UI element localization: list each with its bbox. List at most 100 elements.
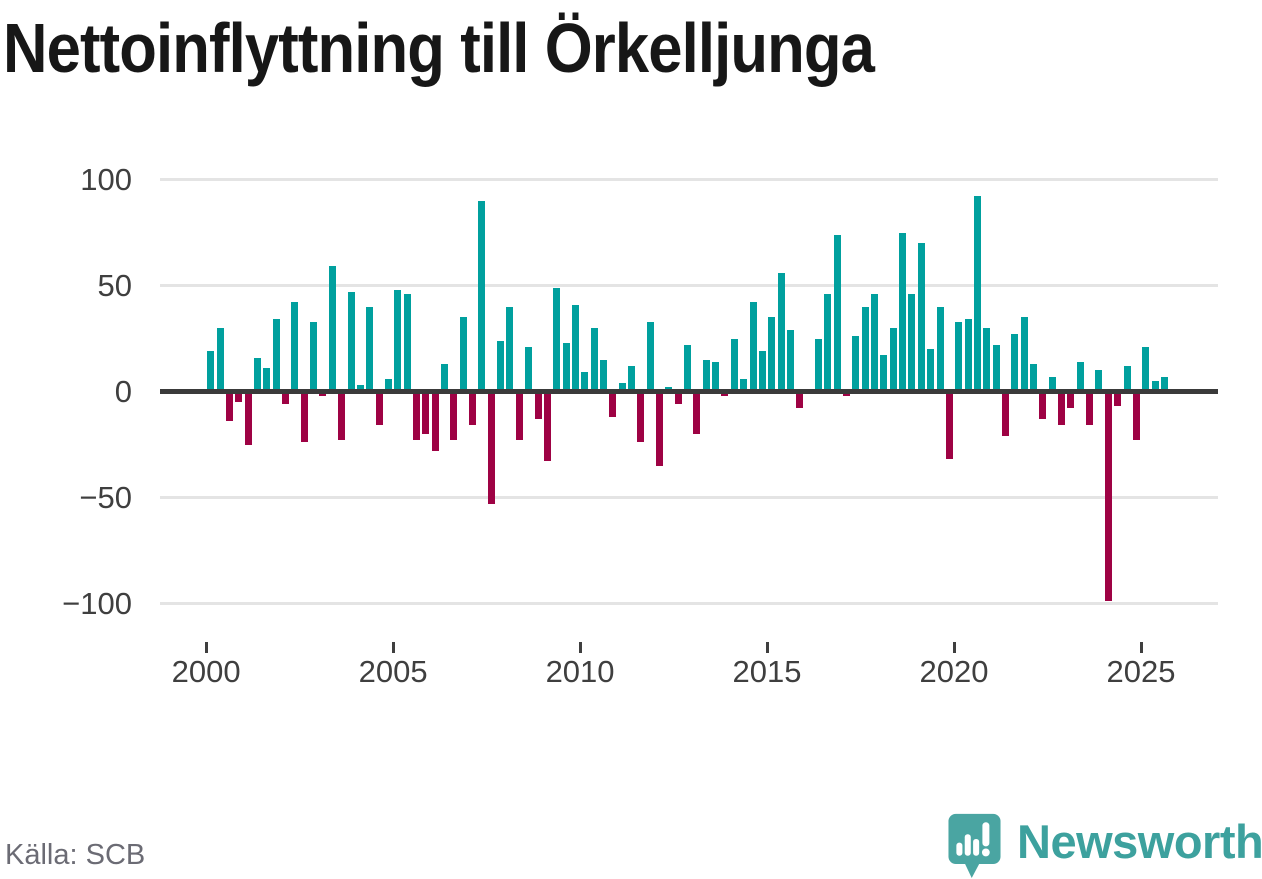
bar-2006-Q2 — [441, 363, 449, 392]
bar-2023-Q4 — [1095, 370, 1103, 392]
bar-2005-Q4 — [422, 391, 430, 434]
bar-2019-Q4 — [945, 391, 953, 460]
bar-2006-Q3 — [450, 391, 458, 441]
bar-2009-Q3 — [562, 342, 570, 392]
bar-2017-Q4 — [871, 293, 879, 392]
bar-2002-Q1 — [282, 391, 290, 405]
bar-2013-Q2 — [702, 359, 710, 392]
bar-2016-Q2 — [814, 338, 822, 392]
bar-2020-Q1 — [955, 321, 963, 392]
y-tick-label--100: −100 — [62, 585, 132, 621]
bar-2010-Q2 — [590, 327, 598, 392]
gridline-y-50 — [160, 284, 1218, 287]
bar-2025-Q3 — [1160, 376, 1168, 392]
bar-2022-Q1 — [1030, 363, 1037, 392]
bar-2002-Q2 — [291, 302, 299, 392]
bar-2012-Q1 — [656, 391, 664, 466]
y-tick-label-50: 50 — [97, 267, 132, 303]
bar-2022-Q3 — [1048, 376, 1056, 392]
bar-2018-Q1 — [880, 355, 888, 392]
bar-2007-Q4 — [497, 340, 505, 392]
bar-2023-Q3 — [1086, 391, 1094, 426]
bar-2010-Q4 — [609, 391, 617, 417]
bar-2015-Q1 — [768, 317, 776, 392]
y-tick-label-0: 0 — [114, 373, 132, 409]
x-tick-label-2020: 2020 — [919, 654, 989, 689]
bar-2017-Q3 — [861, 306, 869, 392]
bar-2008-Q4 — [534, 391, 542, 420]
x-tick-2025 — [1139, 642, 1143, 653]
bar-2022-Q2 — [1039, 391, 1047, 420]
bar-2015-Q4 — [796, 391, 804, 409]
bar-2019-Q1 — [917, 243, 925, 392]
bar-2022-Q4 — [1058, 391, 1066, 426]
bar-2013-Q1 — [693, 391, 701, 434]
bar-2011-Q1 — [618, 383, 626, 392]
x-tick-label-2025: 2025 — [1106, 654, 1176, 689]
bar-2010-Q3 — [599, 359, 607, 392]
bar-2006-Q1 — [431, 391, 439, 451]
bar-2024-Q2 — [1114, 391, 1122, 407]
bar-2000-Q1 — [207, 351, 215, 392]
gridline-y--100 — [160, 602, 1218, 605]
bar-2002-Q4 — [310, 321, 318, 392]
gridline-y--50 — [160, 496, 1218, 499]
bar-2021-Q3 — [1011, 334, 1019, 392]
bar-2020-Q4 — [983, 327, 991, 392]
bar-2020-Q3 — [973, 196, 981, 392]
x-tick-2015 — [765, 642, 769, 653]
bar-2000-Q4 — [235, 391, 243, 403]
bar-2008-Q3 — [525, 346, 533, 392]
bar-2023-Q1 — [1067, 391, 1075, 409]
bar-2024-Q1 — [1104, 391, 1112, 602]
bar-2009-Q1 — [543, 391, 551, 462]
bar-2024-Q4 — [1132, 391, 1140, 441]
bar-2018-Q3 — [899, 232, 907, 392]
bar-2000-Q3 — [225, 391, 233, 422]
newsworthy-logo-icon — [948, 813, 1001, 878]
x-tick-2005 — [391, 642, 395, 653]
bar-2014-Q3 — [749, 302, 757, 392]
bar-2014-Q1 — [730, 338, 738, 392]
bar-2017-Q2 — [852, 336, 860, 392]
bar-2012-Q4 — [684, 344, 692, 392]
source-label: Källa: SCB — [5, 839, 146, 871]
bar-2006-Q4 — [459, 317, 467, 392]
bar-2001-Q4 — [272, 319, 280, 392]
bar-2010-Q1 — [581, 372, 589, 392]
bar-2016-Q4 — [833, 234, 841, 392]
bar-2024-Q3 — [1123, 366, 1131, 392]
newsworthy-logo-text: Newsworthy — [1017, 815, 1262, 868]
bar-2012-Q3 — [674, 391, 682, 405]
bar-2021-Q1 — [992, 344, 1000, 392]
bar-2014-Q2 — [740, 378, 748, 392]
bar-2013-Q3 — [712, 361, 720, 392]
bar-2018-Q4 — [908, 293, 916, 392]
bar-2011-Q3 — [637, 391, 645, 443]
y-tick-label-100: 100 — [80, 161, 132, 197]
bar-2001-Q1 — [244, 391, 252, 445]
bar-2015-Q2 — [777, 272, 785, 392]
bar-2004-Q4 — [384, 378, 392, 392]
bar-2001-Q3 — [263, 368, 271, 392]
bar-2009-Q2 — [553, 287, 561, 392]
bar-2001-Q2 — [254, 357, 262, 392]
bar-2011-Q4 — [646, 321, 654, 392]
bar-2019-Q2 — [927, 349, 935, 392]
y-tick-label--50: −50 — [79, 479, 132, 515]
bar-2004-Q2 — [366, 306, 374, 392]
bar-2000-Q2 — [216, 327, 224, 392]
x-tick-label-2015: 2015 — [732, 654, 802, 689]
bar-2004-Q1 — [356, 385, 364, 392]
bar-2018-Q2 — [889, 327, 897, 392]
bar-2002-Q3 — [300, 391, 308, 443]
bar-2008-Q2 — [515, 391, 523, 441]
bar-2019-Q3 — [936, 306, 944, 392]
bar-2007-Q3 — [487, 391, 495, 504]
x-tick-label-2005: 2005 — [358, 654, 428, 689]
newsworthy-brand: Newsworthy — [946, 812, 1262, 878]
x-tick-label-2000: 2000 — [171, 654, 241, 689]
bar-2005-Q2 — [403, 293, 411, 392]
